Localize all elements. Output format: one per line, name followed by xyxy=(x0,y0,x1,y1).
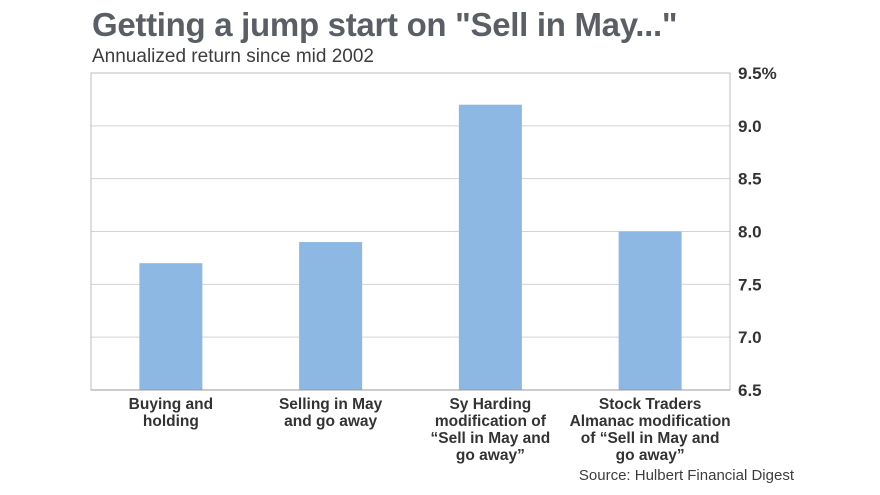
x-tick-label: Stock Traders Almanac modification of “Sel… xyxy=(570,396,731,464)
chart-title: Getting a jump start on "Sell in May..." xyxy=(92,6,678,43)
y-tick-label: 9.0 xyxy=(738,117,762,136)
y-tick-label: 9.5% xyxy=(738,64,777,83)
bar xyxy=(139,263,203,390)
source-note: Source: Hulbert Financial Digest xyxy=(578,467,794,484)
x-tick-label: Selling in May and go away xyxy=(279,396,383,430)
y-tick-label: 7.0 xyxy=(738,328,762,347)
x-tick-label: Buying and holding xyxy=(129,396,213,430)
bar xyxy=(299,242,363,390)
y-tick-label: 6.5 xyxy=(738,381,762,400)
y-tick-label: 8.5 xyxy=(738,170,762,189)
y-tick-label: 7.5 xyxy=(738,275,762,294)
y-tick-label: 8.0 xyxy=(738,223,762,242)
bar xyxy=(618,231,682,390)
x-tick-label: Sy Harding modification of “Sell in May an… xyxy=(431,396,551,464)
chart-subtitle: Annualized return since mid 2002 xyxy=(92,46,375,67)
bar xyxy=(458,104,522,390)
